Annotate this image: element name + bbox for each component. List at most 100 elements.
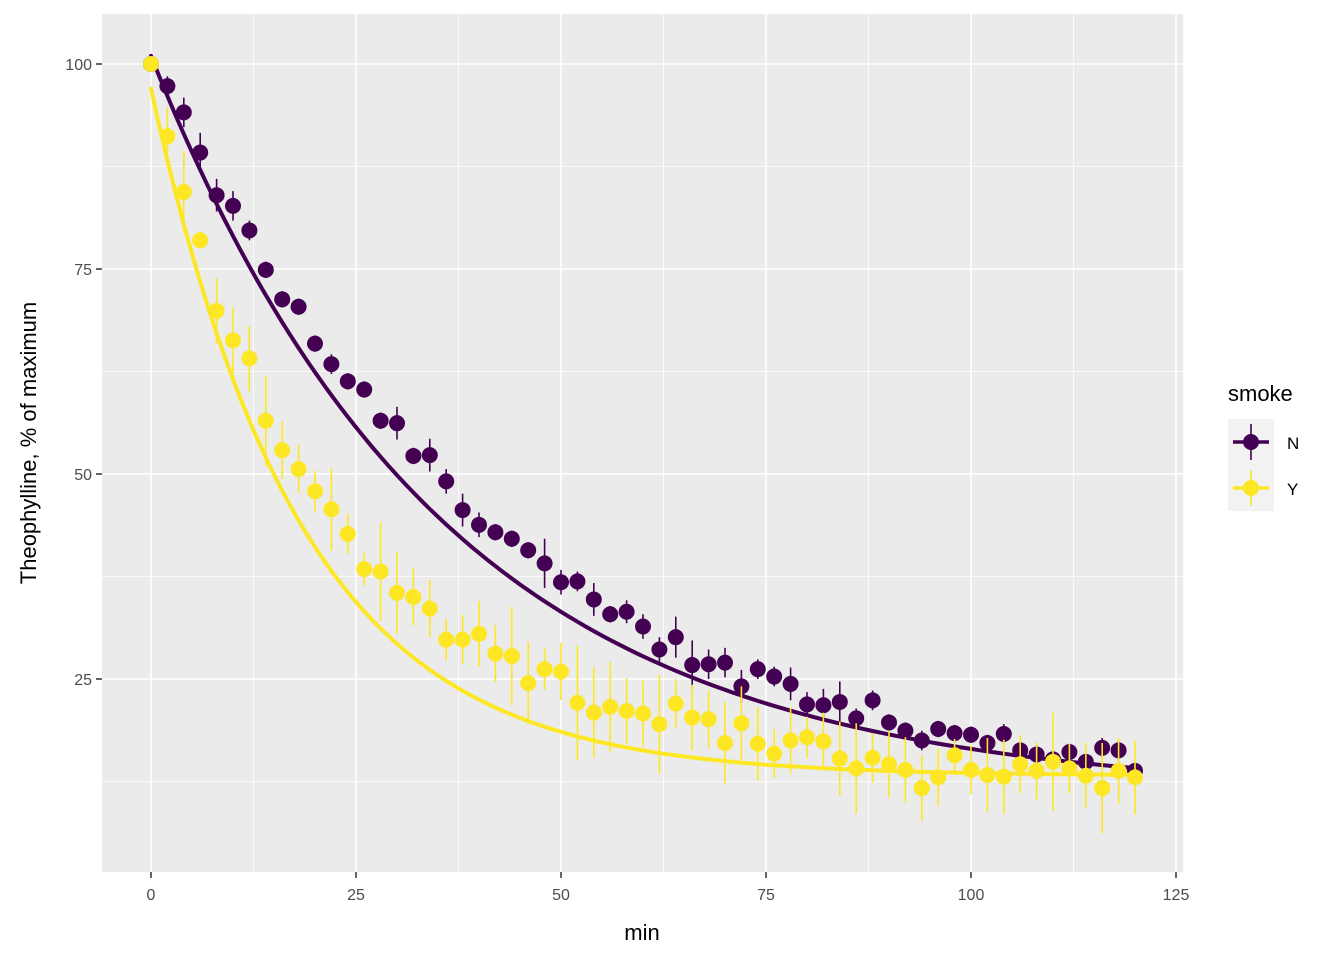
data-point bbox=[1045, 753, 1061, 770]
data-point bbox=[700, 656, 717, 673]
data-point bbox=[799, 696, 815, 713]
data-point bbox=[438, 631, 455, 648]
data-point bbox=[438, 473, 455, 490]
data-point bbox=[1028, 762, 1045, 779]
data-point bbox=[356, 561, 373, 578]
data-point bbox=[503, 530, 520, 547]
data-point bbox=[290, 461, 307, 478]
data-point bbox=[1077, 767, 1094, 784]
data-point bbox=[667, 629, 684, 646]
data-point bbox=[864, 692, 881, 709]
data-point bbox=[815, 733, 832, 750]
data-point bbox=[585, 591, 602, 608]
data-point bbox=[651, 716, 668, 733]
data-point bbox=[831, 750, 848, 767]
data-point bbox=[749, 661, 766, 678]
data-point bbox=[815, 697, 832, 714]
data-point bbox=[208, 302, 225, 319]
data-point bbox=[700, 711, 717, 728]
data-point bbox=[1127, 769, 1143, 786]
data-point bbox=[192, 232, 209, 249]
data-point bbox=[913, 780, 930, 797]
data-point bbox=[487, 524, 504, 541]
y-tick-label: 50 bbox=[74, 467, 92, 484]
data-point bbox=[323, 501, 340, 518]
data-point bbox=[405, 589, 422, 605]
data-point bbox=[405, 447, 422, 464]
data-point bbox=[1110, 762, 1127, 779]
y-tick-label: 25 bbox=[74, 672, 92, 689]
legend: smoke N Y bbox=[1228, 381, 1299, 511]
data-point bbox=[389, 584, 405, 601]
data-point bbox=[372, 412, 389, 429]
data-point bbox=[257, 261, 274, 278]
data-point bbox=[454, 502, 471, 519]
data-point bbox=[946, 747, 963, 764]
data-point bbox=[684, 657, 701, 674]
data-point bbox=[339, 525, 356, 542]
data-point bbox=[274, 442, 291, 459]
y-tick-label: 75 bbox=[74, 262, 92, 279]
x-tick-label: 0 bbox=[147, 887, 156, 904]
data-point bbox=[257, 412, 274, 429]
data-point bbox=[766, 668, 783, 685]
data-point bbox=[930, 721, 947, 738]
data-point bbox=[635, 618, 651, 635]
data-point bbox=[848, 760, 865, 777]
data-point bbox=[1012, 756, 1029, 773]
x-tick-label: 75 bbox=[757, 887, 775, 904]
data-point bbox=[471, 625, 487, 642]
data-point bbox=[536, 555, 553, 572]
series-y bbox=[143, 56, 1143, 834]
data-point bbox=[503, 648, 520, 665]
data-point bbox=[421, 447, 438, 464]
data-point bbox=[290, 298, 307, 315]
data-point bbox=[192, 144, 209, 161]
data-point bbox=[799, 729, 815, 746]
data-point bbox=[356, 381, 373, 398]
data-point bbox=[717, 734, 733, 751]
data-point bbox=[667, 695, 684, 712]
data-point bbox=[602, 606, 619, 623]
data-point bbox=[175, 104, 192, 121]
data-point bbox=[208, 187, 225, 204]
x-tick-label: 100 bbox=[958, 887, 985, 904]
data-point bbox=[241, 350, 258, 367]
data-point bbox=[635, 705, 651, 722]
data-point bbox=[913, 732, 930, 749]
data-point bbox=[717, 654, 733, 671]
x-tick-label: 125 bbox=[1163, 887, 1190, 904]
data-point bbox=[979, 766, 996, 783]
data-point bbox=[782, 675, 799, 692]
data-point bbox=[569, 573, 586, 590]
data-point bbox=[487, 645, 504, 662]
data-point bbox=[1094, 780, 1111, 797]
data-point bbox=[651, 641, 668, 658]
data-point bbox=[963, 762, 979, 779]
data-point bbox=[389, 415, 405, 432]
data-point bbox=[930, 769, 947, 786]
data-point bbox=[175, 183, 192, 200]
data-point bbox=[864, 749, 881, 766]
x-tick-label: 25 bbox=[347, 887, 365, 904]
data-point bbox=[421, 600, 438, 617]
data-point bbox=[553, 574, 569, 591]
y-tick-label: 100 bbox=[65, 57, 92, 74]
data-point bbox=[553, 663, 569, 680]
data-point bbox=[963, 726, 979, 743]
data-point bbox=[618, 702, 635, 719]
data-point bbox=[881, 756, 897, 773]
data-point bbox=[372, 563, 389, 580]
data-point bbox=[618, 603, 635, 620]
data-point bbox=[339, 373, 356, 390]
legend-label-n: N bbox=[1287, 434, 1299, 453]
y-axis: 25 50 75 100 bbox=[65, 57, 102, 689]
data-point bbox=[1061, 760, 1078, 777]
series-layer bbox=[143, 53, 1143, 834]
data-point bbox=[143, 56, 159, 72]
legend-key-n bbox=[1233, 424, 1269, 460]
data-point bbox=[585, 704, 602, 721]
data-point bbox=[225, 197, 241, 214]
legend-label-y: Y bbox=[1287, 480, 1298, 499]
